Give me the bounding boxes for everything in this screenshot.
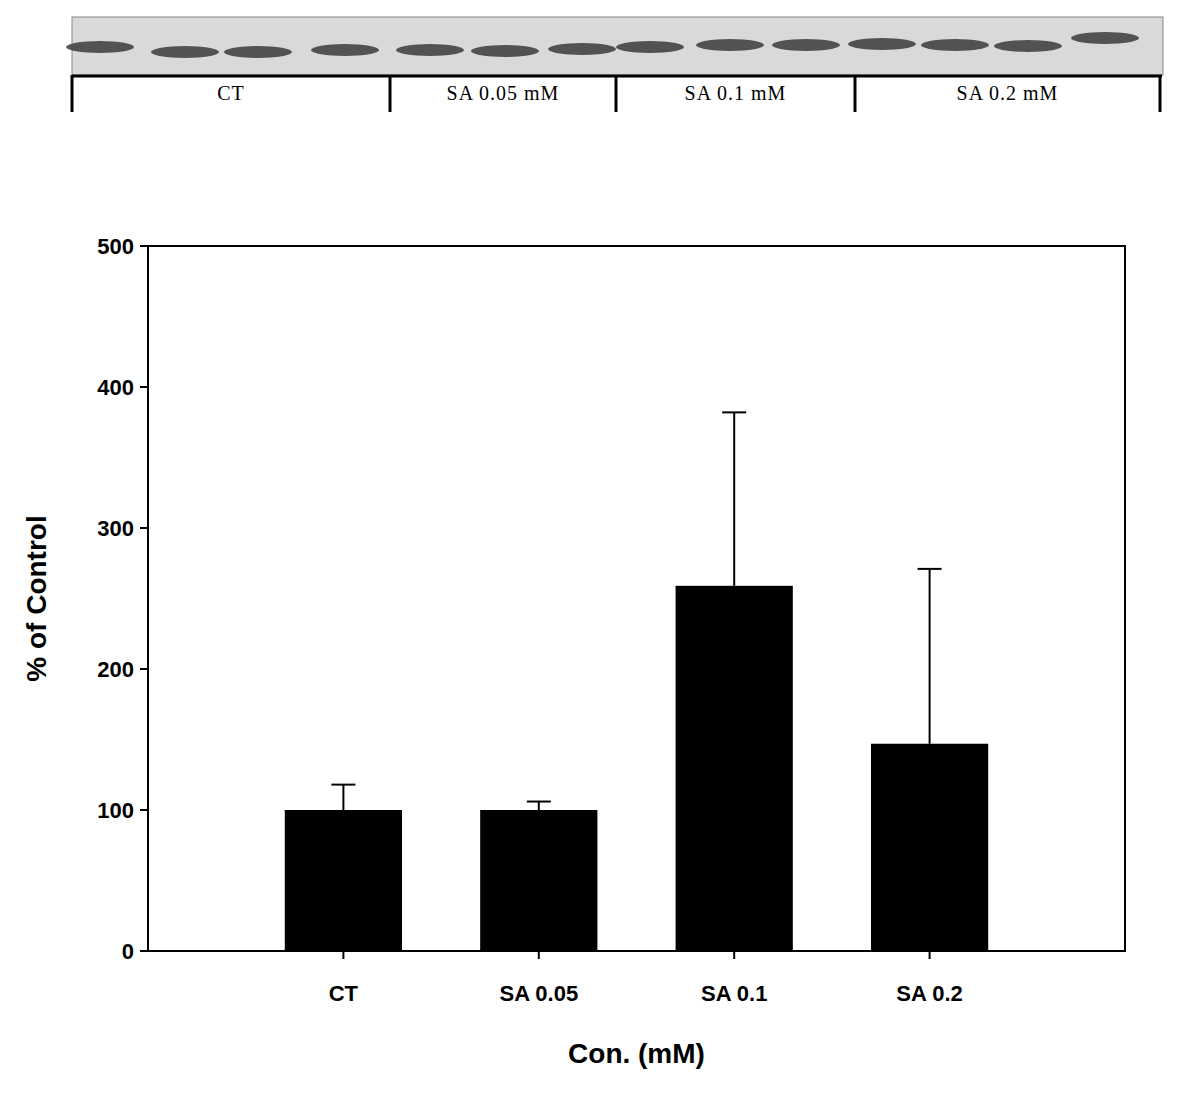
group-label: SA 0.05 mM: [447, 82, 560, 104]
bar: [871, 744, 988, 951]
blot-band: [66, 41, 134, 53]
error-bar: [527, 802, 551, 810]
error-cap: [331, 784, 355, 786]
blot-band: [921, 39, 989, 51]
y-tick-label: 300: [97, 516, 134, 541]
bar: [285, 810, 402, 951]
group-divider: [854, 75, 857, 112]
error-stem: [929, 569, 931, 744]
error-bar: [722, 412, 746, 585]
x-tick-label: CT: [329, 981, 359, 1006]
group-divider: [615, 75, 618, 112]
y-tick-label: 400: [97, 375, 134, 400]
blot: CT SA 0.05 mM SA 0.1 mM SA 0.2 mM: [66, 17, 1163, 112]
bars: [285, 412, 988, 951]
blot-band: [848, 38, 916, 50]
blot-band: [396, 44, 464, 56]
group-divider: [389, 75, 392, 112]
x-tick-label: SA 0.1: [701, 981, 767, 1006]
blot-band: [696, 39, 764, 51]
y-tick: [140, 668, 148, 670]
blot-band: [1071, 32, 1139, 44]
y-tick: [140, 386, 148, 388]
blot-band: [994, 40, 1062, 52]
group-label: SA 0.2 mM: [957, 82, 1059, 104]
blot-band: [224, 46, 292, 58]
error-cap: [918, 568, 942, 570]
x-tick: [929, 951, 931, 959]
error-bar: [331, 785, 355, 810]
y-tick: [140, 245, 148, 247]
error-cap: [527, 801, 551, 803]
bar: [676, 586, 793, 951]
x-tick: [733, 951, 735, 959]
y-tick-label: 100: [97, 798, 134, 823]
y-tick-label: 500: [97, 234, 134, 259]
x-tick: [538, 951, 540, 959]
x-tick-label: SA 0.2: [896, 981, 962, 1006]
x-tick: [342, 951, 344, 959]
blot-background: [72, 17, 1163, 75]
blot-band: [772, 39, 840, 51]
group-divider: [1159, 75, 1162, 112]
group-label: SA 0.1 mM: [685, 82, 787, 104]
y-tick: [140, 809, 148, 811]
group-label: CT: [217, 82, 245, 104]
plot-frame: [148, 246, 1125, 951]
y-tick: [140, 527, 148, 529]
error-cap: [722, 411, 746, 413]
error-stem: [538, 802, 540, 810]
bar: [480, 810, 597, 951]
blot-band: [548, 43, 616, 55]
error-bar: [918, 569, 942, 744]
error-stem: [733, 412, 735, 585]
chart: CT SA 0.05 mM SA 0.1 mM SA 0.2 mM 0 100 200 300…: [0, 0, 1195, 1104]
x-axis-label: Con. (mM): [568, 1038, 705, 1069]
error-stem: [342, 785, 344, 810]
blot-band: [311, 44, 379, 56]
y-axis-label: % of Control: [21, 515, 52, 681]
y-tick-label: 0: [122, 939, 134, 964]
y-tick-label: 200: [97, 657, 134, 682]
group-divider: [71, 75, 74, 112]
blot-band: [471, 45, 539, 57]
x-tick-label: SA 0.05: [499, 981, 578, 1006]
y-tick: [140, 950, 148, 952]
blot-band: [616, 41, 684, 53]
blot-band: [151, 46, 219, 58]
